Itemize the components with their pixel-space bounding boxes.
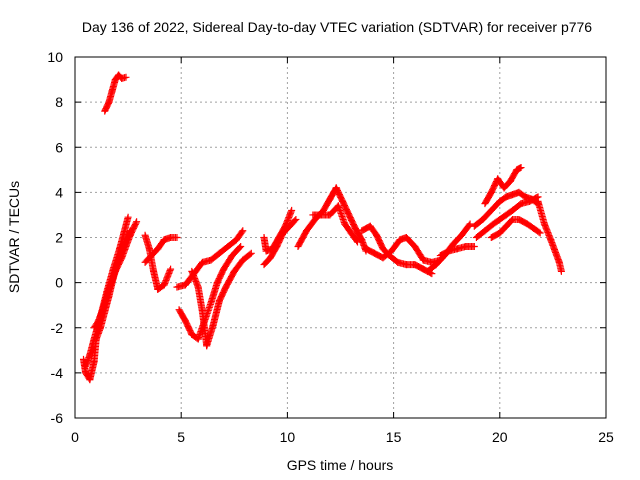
data-point <box>291 217 299 225</box>
series-arc-19 <box>487 215 544 241</box>
series-arc-4 <box>141 231 175 293</box>
data-point <box>122 73 130 81</box>
data-point <box>132 219 140 227</box>
data-point <box>237 243 245 251</box>
data-point <box>466 220 474 228</box>
x-tick-label: 10 <box>280 429 296 445</box>
x-tick-label: 15 <box>386 429 402 445</box>
data-point <box>353 238 361 246</box>
y-tick-label: -6 <box>51 410 64 426</box>
data-point <box>428 270 436 278</box>
data-point <box>236 244 244 252</box>
y-tick-label: 6 <box>55 139 63 155</box>
data-point <box>535 228 543 236</box>
data-point <box>288 206 296 214</box>
data-point <box>246 250 254 258</box>
y-tick-label: -4 <box>51 365 64 381</box>
series-arc-11 <box>294 184 370 255</box>
data-point <box>533 194 541 202</box>
series-arc-21 <box>534 197 565 275</box>
data-point <box>239 227 247 235</box>
data-point <box>465 221 473 229</box>
data-point <box>292 215 300 223</box>
x-tick-label: 5 <box>177 429 185 445</box>
series-arc-6 <box>173 227 247 291</box>
y-tick-label: 8 <box>55 94 63 110</box>
data-point <box>536 229 544 237</box>
series-arc-16 <box>436 243 478 260</box>
y-tick-label: 10 <box>47 49 63 65</box>
y-tick-label: 0 <box>55 275 63 291</box>
series-arc-1 <box>101 71 130 115</box>
data-point <box>247 249 255 257</box>
series-arc-20 <box>481 164 525 208</box>
data-point <box>167 265 175 273</box>
series-arc-8 <box>188 249 255 350</box>
y-tick-label: -2 <box>51 320 64 336</box>
data-point <box>517 164 525 172</box>
data-point <box>173 234 181 241</box>
data-point <box>353 237 361 245</box>
y-tick-label: 2 <box>55 230 63 246</box>
data-point <box>124 213 132 221</box>
series-arc-22 <box>90 218 141 332</box>
series-arc-15 <box>424 220 474 275</box>
x-tick-label: 25 <box>598 429 614 445</box>
y-tick-label: 4 <box>55 184 63 200</box>
data-points <box>79 71 565 384</box>
data-point <box>133 218 141 226</box>
series-arc-18 <box>472 193 542 241</box>
data-point <box>557 267 565 275</box>
x-tick-label: 20 <box>492 429 508 445</box>
chart-title: Day 136 of 2022, Sidereal Day-to-day VTE… <box>82 19 592 35</box>
series-arc-12 <box>309 202 361 246</box>
y-axis-label: SDTVAR / TECUs <box>6 181 22 293</box>
x-tick-label: 0 <box>71 429 79 445</box>
grid <box>75 57 606 418</box>
x-axis-label: GPS time / hours <box>287 457 394 473</box>
series-arc-5 <box>141 234 181 266</box>
data-point <box>238 228 246 236</box>
axis-ticks: 0 5 10 15 20 25 -6 -4 -2 0 2 4 6 8 10 <box>47 49 614 445</box>
series-arc-10 <box>260 215 300 269</box>
data-point <box>470 243 478 251</box>
